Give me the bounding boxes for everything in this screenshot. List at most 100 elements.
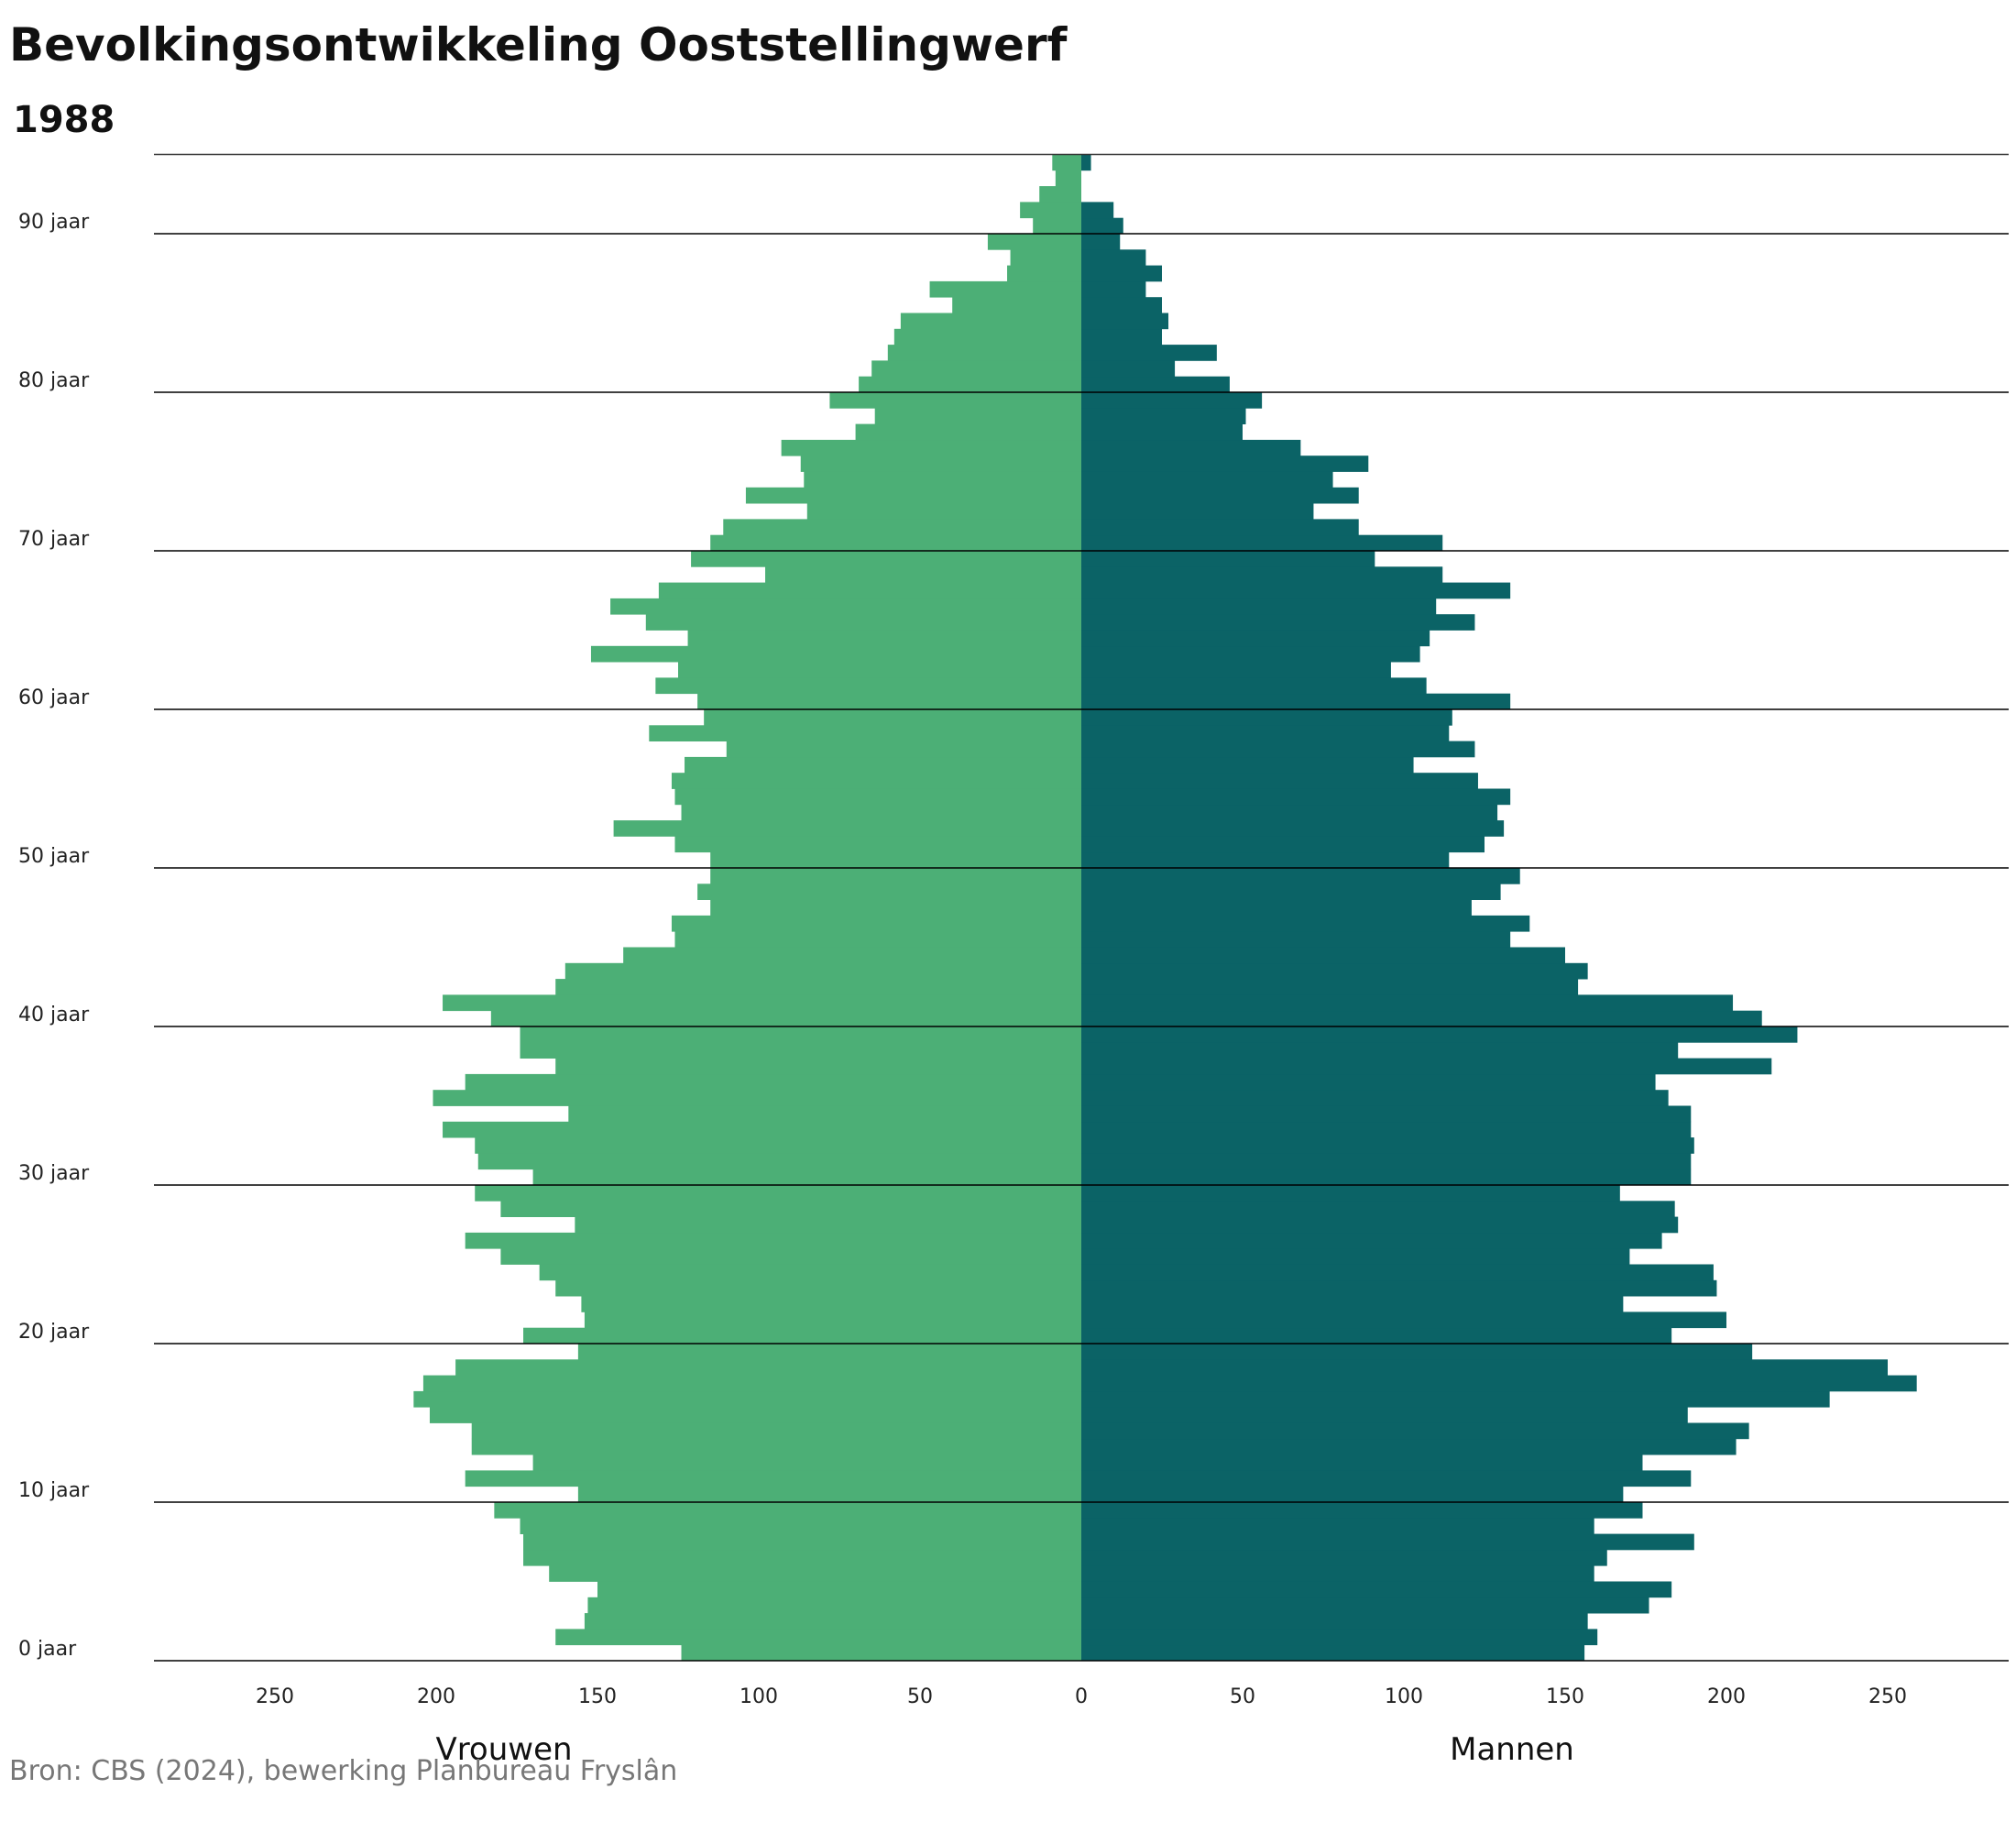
bar-vrouwen — [568, 1105, 1081, 1123]
bar-mannen — [1081, 931, 1511, 948]
bar-vrouwen — [674, 788, 1081, 806]
bar-mannen — [1081, 1042, 1679, 1059]
bar-vrouwen — [475, 1137, 1081, 1154]
x-tick-label: 50 — [907, 1685, 933, 1708]
bar-vrouwen — [645, 614, 1081, 631]
legend-mannen: Mannen — [1450, 1731, 1574, 1768]
bar-vrouwen — [687, 630, 1081, 647]
bar-vrouwen — [575, 1216, 1081, 1234]
bar-mannen — [1081, 1026, 1798, 1043]
bar-mannen — [1081, 851, 1450, 869]
bar-mannen — [1081, 1216, 1679, 1234]
bar-vrouwen — [422, 1375, 1081, 1392]
bar-mannen — [1081, 836, 1485, 853]
bar-mannen — [1081, 582, 1511, 599]
bar-vrouwen — [726, 741, 1081, 758]
bar-vrouwen — [520, 1518, 1081, 1534]
bar-mannen — [1081, 962, 1588, 980]
bar-mannen — [1081, 551, 1375, 567]
bar-vrouwen — [475, 1185, 1081, 1202]
bar-vrouwen — [1039, 186, 1081, 203]
bar-mannen — [1081, 1629, 1598, 1646]
chart-subtitle: 1988 — [13, 99, 115, 141]
bar-vrouwen — [704, 709, 1081, 726]
bar-mannen — [1081, 360, 1176, 378]
bar-vrouwen — [681, 804, 1081, 821]
bar-mannen — [1081, 1327, 1672, 1345]
bar-vrouwen — [710, 851, 1081, 869]
bar-vrouwen — [623, 947, 1081, 964]
bar-mannen — [1081, 1232, 1662, 1249]
bar-vrouwen — [581, 1296, 1081, 1312]
source-note: Bron: CBS (2024), bewerking Planbureau F… — [9, 1755, 678, 1787]
bar-vrouwen — [671, 773, 1081, 789]
bar-mannen — [1081, 265, 1162, 282]
bar-vrouwen — [745, 487, 1081, 504]
bar-mannen — [1081, 947, 1565, 964]
bar-vrouwen — [523, 1327, 1081, 1345]
bar-mannen — [1081, 313, 1169, 330]
bar-vrouwen — [723, 519, 1081, 536]
bar-mannen — [1081, 408, 1246, 424]
bar-vrouwen — [465, 1232, 1081, 1249]
bar-vrouwen — [523, 1549, 1081, 1566]
x-tick-label: 50 — [1230, 1685, 1255, 1708]
bar-vrouwen — [613, 820, 1081, 837]
bar-mannen — [1081, 979, 1579, 995]
bar-mannen — [1081, 1153, 1692, 1170]
bar-mannen — [1081, 1359, 1888, 1376]
bar-vrouwen — [500, 1248, 1081, 1265]
bar-mannen — [1081, 645, 1420, 663]
bar-vrouwen — [874, 408, 1081, 424]
bar-mannen — [1081, 994, 1734, 1012]
bar-vrouwen — [413, 1390, 1081, 1408]
bar-mannen — [1081, 423, 1243, 441]
bar-vrouwen — [471, 1438, 1081, 1455]
bar-mannen — [1081, 1644, 1585, 1662]
bar-mannen — [1081, 154, 1091, 171]
bar-mannen — [1081, 1549, 1607, 1566]
bar-mannen — [1081, 392, 1263, 409]
bar-vrouwen — [781, 439, 1081, 456]
bar-mannen — [1081, 1518, 1594, 1534]
bar-mannen — [1081, 725, 1450, 741]
bar-vrouwen — [429, 1407, 1082, 1423]
bar-vrouwen — [691, 551, 1081, 567]
x-tick-label: 100 — [740, 1685, 778, 1708]
bar-vrouwen — [859, 376, 1081, 393]
bar-mannen — [1081, 566, 1443, 583]
bar-mannen — [1081, 345, 1217, 361]
bar-mannen — [1081, 328, 1162, 346]
bar-mannen — [1081, 202, 1114, 219]
bar-mannen — [1081, 376, 1230, 393]
bar-mannen — [1081, 662, 1391, 678]
bar-vrouwen — [893, 328, 1081, 346]
bar-mannen — [1081, 1201, 1675, 1217]
bar-vrouwen — [1033, 217, 1081, 235]
x-tick-label: 250 — [256, 1685, 294, 1708]
bar-vrouwen — [710, 868, 1081, 884]
bar-mannen — [1081, 677, 1427, 695]
bar-mannen — [1081, 598, 1437, 615]
bar-vrouwen — [520, 1026, 1081, 1043]
bar-vrouwen — [520, 1042, 1081, 1059]
bar-mannen — [1081, 1375, 1917, 1392]
bar-vrouwen — [490, 1010, 1081, 1027]
bar-mannen — [1081, 1390, 1830, 1408]
bar-mannen — [1081, 217, 1123, 235]
bar-vrouwen — [952, 297, 1081, 313]
bar-vrouwen — [697, 693, 1081, 710]
x-tick-label: 200 — [417, 1685, 455, 1708]
bar-mannen — [1081, 1422, 1749, 1440]
y-tick-label: 80 jaar — [18, 369, 90, 392]
bar-mannen — [1081, 280, 1146, 298]
bar-vrouwen — [587, 1597, 1081, 1614]
bar-vrouwen — [555, 1629, 1081, 1646]
bar-mannen — [1081, 1121, 1692, 1138]
bar-mannen — [1081, 519, 1359, 536]
bar-vrouwen — [584, 1312, 1081, 1329]
bar-vrouwen — [678, 662, 1081, 678]
bar-mannen — [1081, 249, 1146, 266]
